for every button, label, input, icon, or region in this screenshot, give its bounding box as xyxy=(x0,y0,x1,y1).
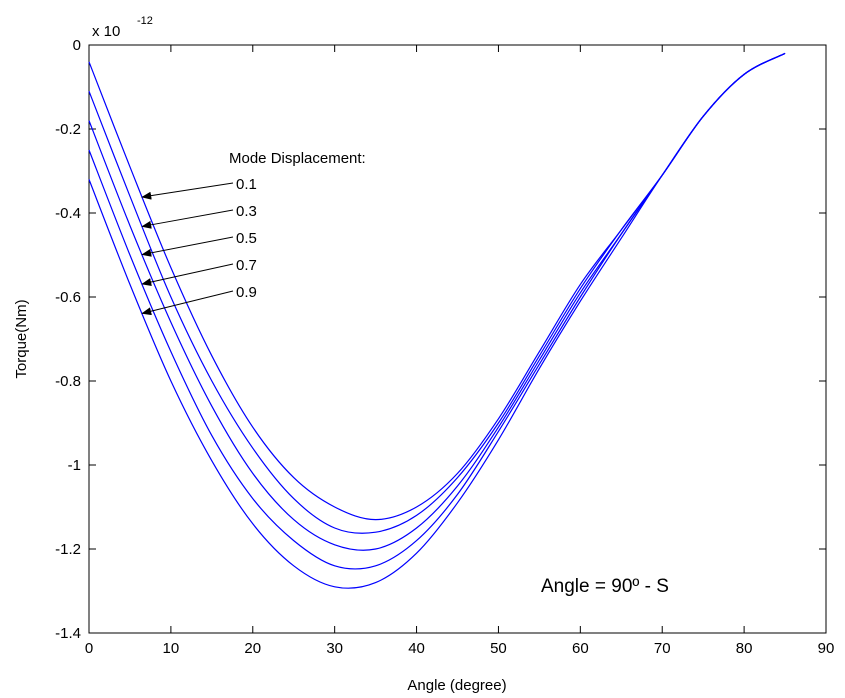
x-axis-label: Angle (degree) xyxy=(407,677,506,694)
legend-arrow-0.1 xyxy=(141,182,234,200)
x-tick-label: 60 xyxy=(572,640,589,657)
x-axis-ticks: 0 10 20 30 40 50 60 70 80 90 xyxy=(85,45,835,657)
series-line-0.9 xyxy=(88,52,786,589)
x-tick-label: 40 xyxy=(408,640,425,657)
y-tick-label: -0.4 xyxy=(55,205,81,222)
x-tick-label: 0 xyxy=(85,640,93,657)
legend-label-0.3: 0.3 xyxy=(236,203,257,220)
y-tick-label: -0.2 xyxy=(55,121,81,138)
y-axis-label: Torque(Nm) xyxy=(13,299,30,378)
x-tick-label: 80 xyxy=(736,640,753,657)
mode-displacement-annotations: 0.1 0.3 0.5 0.7 0.9 xyxy=(141,176,257,316)
y-exponent-base: x 10 xyxy=(92,23,120,40)
x-tick-label: 50 xyxy=(490,640,507,657)
y-tick-label: -0.8 xyxy=(55,373,81,390)
y-tick-label: -1 xyxy=(68,457,81,474)
mode-displacement-title: Mode Displacement: xyxy=(229,150,366,167)
legend-label-0.1: 0.1 xyxy=(236,176,257,193)
x-tick-label: 10 xyxy=(163,640,180,657)
y-tick-label: 0 xyxy=(73,37,81,54)
legend-arrow-0.5 xyxy=(141,236,234,257)
legend-arrow-0.7 xyxy=(141,263,234,286)
x-tick-label: 70 xyxy=(654,640,671,657)
y-tick-label: -1.4 xyxy=(55,625,81,642)
x-tick-label: 30 xyxy=(326,640,343,657)
legend-label-0.7: 0.7 xyxy=(236,257,257,274)
y-tick-label: -1.2 xyxy=(55,541,81,558)
legend-arrow-0.9 xyxy=(141,290,234,316)
legend-label-0.9: 0.9 xyxy=(236,284,257,301)
legend-arrow-0.3 xyxy=(141,209,234,229)
y-axis-ticks: 0 -0.2 -0.4 -0.6 -0.8 -1 -1.2 -1.4 xyxy=(55,37,826,642)
x-tick-label: 20 xyxy=(244,640,261,657)
y-exponent-power: -12 xyxy=(137,15,153,27)
series-lines xyxy=(88,52,786,589)
legend-label-0.5: 0.5 xyxy=(236,230,257,247)
plot-area xyxy=(88,44,827,634)
y-tick-label: -0.6 xyxy=(55,289,81,306)
angle-formula-annotation: Angle = 90º - S xyxy=(541,576,669,597)
x-tick-label: 90 xyxy=(818,640,835,657)
